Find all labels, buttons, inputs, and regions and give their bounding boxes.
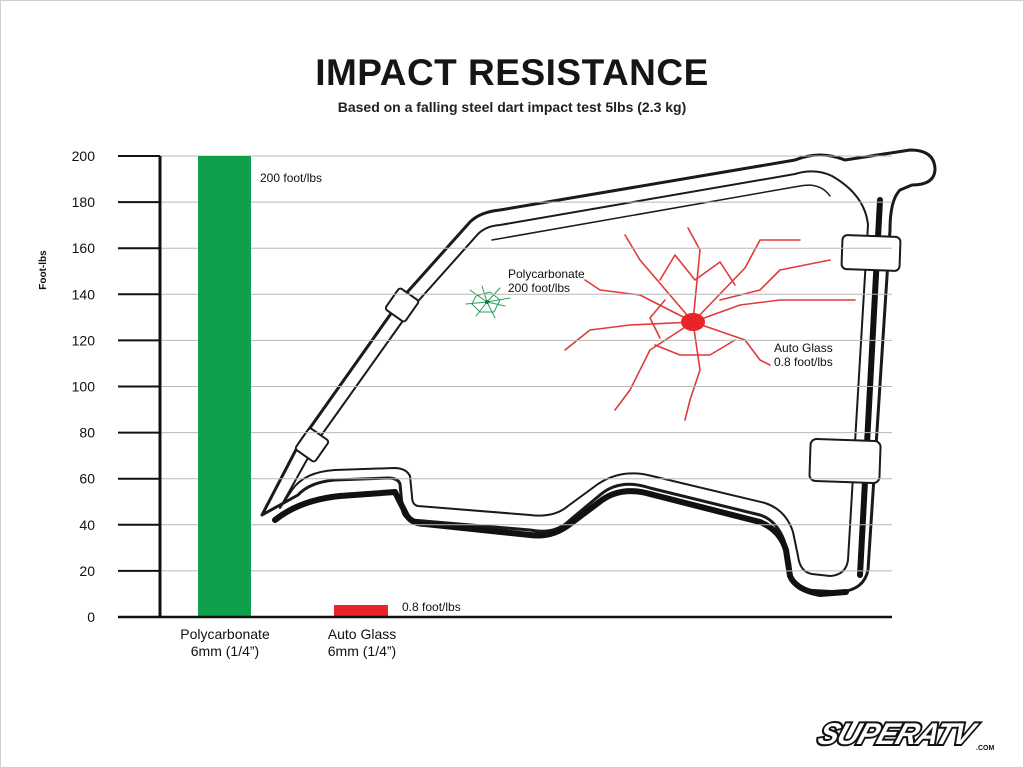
y-tick-label-200: 200 — [72, 148, 96, 164]
logo-suffix: .COM — [976, 745, 994, 752]
bar-auto-glass — [334, 605, 388, 617]
category-label-auto-glass-size: 6mm (1/4”) — [327, 643, 397, 659]
y-tick-label-180: 180 — [72, 194, 96, 210]
category-label-polycarbonate-size: 6mm (1/4”) — [190, 643, 260, 659]
category-label-polycarbonate-name: Polycarbonate — [180, 626, 270, 642]
y-tick-label-60: 60 — [79, 471, 95, 487]
y-tick-label-100: 100 — [72, 379, 96, 395]
y-tick-label-40: 40 — [79, 517, 95, 533]
annotation-polycarbonate-line2: 200 foot/lbs — [508, 281, 570, 295]
chart-subtitle: Based on a falling steel dart impact tes… — [337, 99, 687, 115]
y-tick-label-80: 80 — [79, 425, 95, 441]
y-axis-ticks: 0 20 40 60 80 100 120 140 160 180 200 — [72, 148, 160, 625]
category-label-auto-glass-name: Auto Glass — [327, 626, 397, 642]
logo-text: SUPERATV — [814, 717, 982, 751]
chart-title: IMPACT RESISTANCE — [315, 52, 709, 93]
bars — [198, 156, 388, 617]
annotation-autoglass-line2: 0.8 foot/lbs — [774, 355, 833, 369]
annotation-polycarbonate-line1: Polycarbonate — [508, 267, 585, 281]
windshield-illustration — [260, 148, 937, 597]
superatv-logo: SUPERATV .COM — [812, 715, 994, 753]
data-label-auto-glass: 0.8 foot/lbs — [402, 600, 461, 614]
y-tick-label-120: 120 — [72, 332, 96, 348]
category-label-auto-glass: Auto Glass 6mm (1/4”) — [287, 626, 437, 660]
category-label-polycarbonate: Polycarbonate 6mm (1/4”) — [150, 626, 300, 660]
y-tick-label-160: 160 — [72, 240, 96, 256]
y-tick-label-20: 20 — [79, 563, 95, 579]
y-tick-label-140: 140 — [72, 286, 96, 302]
y-tick-label-0: 0 — [87, 609, 95, 625]
data-label-polycarbonate: 200 foot/lbs — [260, 171, 322, 185]
bar-polycarbonate — [198, 156, 251, 617]
gridlines — [160, 155, 892, 572]
annotation-autoglass-line1: Auto Glass — [774, 341, 833, 355]
